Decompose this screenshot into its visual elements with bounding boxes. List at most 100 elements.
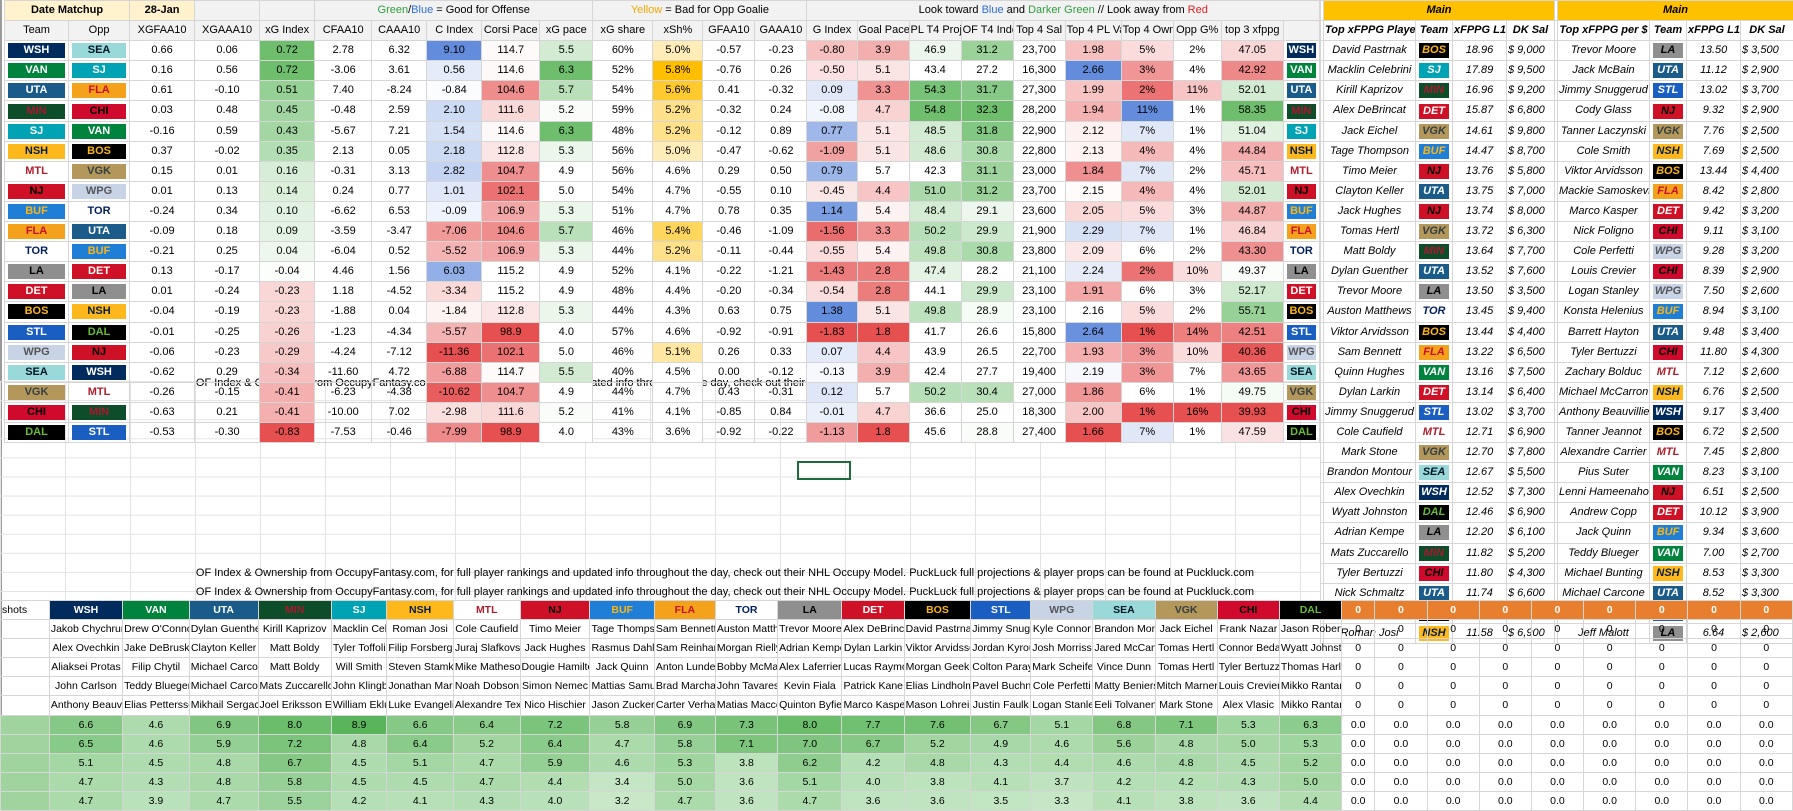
stat-cell[interactable]: 2.10 [427, 101, 482, 121]
salary-value[interactable]: $ 3,700 [1507, 402, 1555, 422]
player-name[interactable]: Alex Ovechkin [1324, 483, 1416, 503]
player-name[interactable]: Wyatt Johnston [1279, 639, 1341, 658]
shots-value[interactable]: 5.5 [258, 791, 331, 810]
xfppg-value[interactable]: 6.51 [1687, 483, 1741, 503]
stat-cell[interactable]: -10.00 [315, 402, 372, 422]
stat-cell[interactable]: 27,000 [1013, 382, 1065, 402]
stat-cell[interactable]: 114.7 [482, 362, 540, 382]
shots-value[interactable]: 5.8 [258, 772, 331, 791]
stat-cell[interactable]: 50.2 [909, 222, 961, 242]
stat-cell[interactable]: 6.53 [372, 201, 427, 221]
salary-value[interactable]: $ 6,800 [1507, 101, 1555, 121]
stat-cell[interactable]: 7% [1121, 121, 1173, 141]
stat-cell[interactable]: 4.7% [653, 201, 703, 221]
stat-cell[interactable]: 42.4 [909, 362, 961, 382]
stat-cell[interactable]: 31.1 [961, 161, 1013, 181]
stat-cell[interactable]: 2% [1173, 41, 1221, 61]
stat-cell[interactable]: 7% [1121, 422, 1173, 442]
shots-value[interactable]: 8.0 [258, 715, 331, 734]
xfppg-value[interactable]: 12.71 [1453, 422, 1507, 442]
stat-cell[interactable]: 0.04 [260, 242, 315, 262]
stat-cell[interactable]: 45.71 [1221, 161, 1283, 181]
stat-cell[interactable]: -0.23 [755, 41, 807, 61]
stat-cell[interactable]: -0.25 [195, 322, 260, 342]
stat-cell[interactable]: -0.91 [755, 322, 807, 342]
stat-cell[interactable]: 0.14 [260, 181, 315, 201]
stat-cell[interactable]: 0.75 [755, 302, 807, 322]
stat-cell[interactable]: -4.38 [372, 382, 427, 402]
xfppg-value[interactable]: 9.17 [1687, 402, 1741, 422]
stat-cell[interactable]: 1% [1173, 222, 1221, 242]
shots-value[interactable]: 3.6 [1217, 791, 1279, 810]
player-name[interactable]: Alexandre Carrier [1558, 443, 1650, 463]
stat-cell[interactable]: 2.05 [1065, 201, 1121, 221]
xfppg-value[interactable]: 6.72 [1687, 422, 1741, 442]
stat-cell[interactable]: 1.86 [1065, 382, 1121, 402]
player-name[interactable]: Cole Perfetti [1558, 242, 1650, 262]
player-name[interactable]: Jack McBain [1558, 61, 1650, 81]
stat-cell[interactable]: 0.66 [130, 41, 195, 61]
stat-cell[interactable]: -0.45 [807, 181, 857, 201]
player-name[interactable]: Matt Boldy [258, 639, 331, 658]
shots-value[interactable]: 5.0 [1217, 734, 1279, 753]
stat-cell[interactable]: 51.0 [909, 181, 961, 201]
player-name[interactable]: Sam Bennett [654, 620, 715, 639]
stat-cell[interactable]: 47.05 [1221, 41, 1283, 61]
stat-cell[interactable]: 3% [1121, 342, 1173, 362]
stat-cell[interactable]: 5.4% [653, 222, 703, 242]
stat-cell[interactable]: 0.56 [427, 61, 482, 81]
shots-value[interactable]: 5.2 [904, 734, 971, 753]
shots-value[interactable]: 5.2 [453, 734, 520, 753]
shots-value[interactable]: 6.4 [453, 715, 520, 734]
player-name[interactable]: Rasmus Dahlin [590, 639, 654, 658]
player-name[interactable]: Kirill Kaprizov [1324, 81, 1416, 101]
stat-cell[interactable]: 5.7 [540, 81, 593, 101]
team-cell[interactable]: MIN [5, 101, 69, 121]
stat-cell[interactable]: 3% [1173, 282, 1221, 302]
stat-cell[interactable]: 60% [593, 41, 653, 61]
stat-cell[interactable]: 1.8 [857, 422, 909, 442]
stat-cell[interactable]: 104.7 [482, 161, 540, 181]
stat-cell[interactable]: -6.88 [427, 362, 482, 382]
xfppg-value[interactable]: 12.70 [1453, 443, 1507, 463]
stat-cell[interactable]: -2.98 [427, 402, 482, 422]
stat-cell[interactable]: 0.41 [703, 81, 755, 101]
salary-value[interactable]: $ 2,500 [1741, 121, 1793, 141]
shots-value[interactable]: 4.7 [49, 772, 122, 791]
stat-cell[interactable]: 54.3 [909, 81, 961, 101]
player-name[interactable]: Nico Hischier [520, 696, 590, 715]
player-name[interactable]: Timo Meier [1324, 161, 1416, 181]
player-name[interactable]: Trevor Moore [1558, 41, 1650, 61]
stat-cell[interactable]: -0.13 [807, 362, 857, 382]
shots-value[interactable]: 3.2 [590, 791, 654, 810]
stat-cell[interactable]: 56% [593, 161, 653, 181]
team-cell[interactable]: TOR [5, 242, 69, 262]
shots-value[interactable]: 5.3 [654, 753, 715, 772]
shots-value[interactable]: 4.2 [331, 791, 387, 810]
shots-value[interactable]: 6.8 [1093, 715, 1155, 734]
stat-cell[interactable]: 46% [593, 222, 653, 242]
shots-value[interactable]: 3.6 [715, 791, 777, 810]
xfppg-value[interactable]: 12.20 [1453, 523, 1507, 543]
opp-cell[interactable]: SEA [69, 41, 130, 61]
stat-cell[interactable]: 0.34 [195, 201, 260, 221]
player-name[interactable]: Mackie Samoskevich [1558, 181, 1650, 201]
stat-cell[interactable]: 1.99 [1065, 81, 1121, 101]
xfppg-value[interactable]: 13.50 [1453, 282, 1507, 302]
stat-cell[interactable]: 7% [1121, 161, 1173, 181]
player-name[interactable]: Macklin Celebrini [1324, 61, 1416, 81]
stat-cell[interactable]: -0.47 [703, 141, 755, 161]
xfppg-value[interactable]: 13.02 [1453, 402, 1507, 422]
salary-value[interactable]: $ 2,900 [1741, 61, 1793, 81]
stat-cell[interactable]: 5.3 [540, 242, 593, 262]
shots-value[interactable]: 5.1 [1031, 715, 1093, 734]
stat-cell[interactable]: -11.36 [427, 342, 482, 362]
shots-value[interactable]: 6.9 [654, 715, 715, 734]
player-name[interactable]: Jack Quinn [1558, 523, 1650, 543]
shots-value[interactable]: 4.2 [842, 753, 904, 772]
stat-cell[interactable]: 5.7 [540, 222, 593, 242]
salary-value[interactable]: $ 8,000 [1507, 201, 1555, 221]
stat-cell[interactable]: 5.1% [653, 342, 703, 362]
stat-cell[interactable]: -0.08 [807, 101, 857, 121]
stat-cell[interactable]: 0.10 [260, 201, 315, 221]
